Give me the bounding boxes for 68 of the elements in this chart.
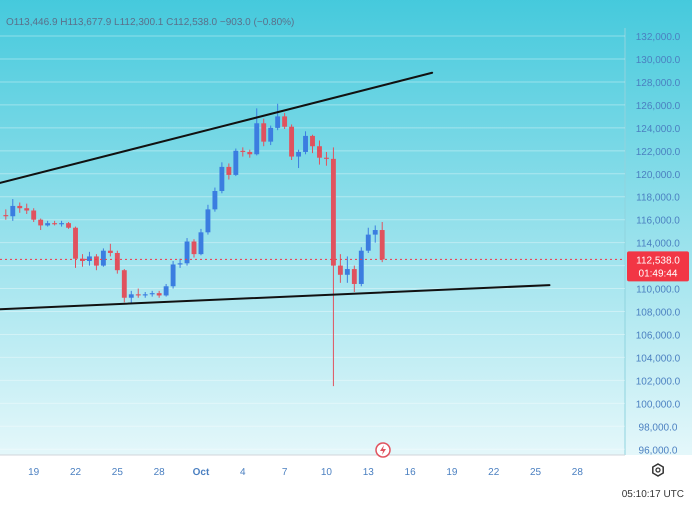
candlestick	[184, 238, 190, 266]
candlestick	[275, 103, 280, 131]
x-tick-label: 28	[154, 467, 166, 478]
candlestick	[212, 187, 218, 212]
text: 05:10:17 UTC	[622, 489, 684, 500]
x-tick-label: 22	[70, 467, 82, 478]
y-tick-label: 114,000.0	[636, 238, 680, 250]
y-tick-label: 118,000.0	[636, 192, 680, 204]
candlestick	[94, 254, 99, 271]
candlestick	[261, 118, 266, 147]
y-tick-label: 110,000.0	[636, 284, 680, 296]
y-tick-label: 116,000.0	[636, 216, 680, 227]
candlestick	[310, 134, 315, 154]
x-tick-label: 22	[488, 467, 500, 478]
y-tick-label: 98,000.0	[638, 422, 678, 434]
candlestick	[226, 162, 232, 180]
text: 01:49:44	[638, 268, 678, 280]
candlestick	[268, 125, 274, 146]
candlestick	[178, 258, 183, 268]
candlestick	[31, 208, 36, 222]
y-tick-label: 102,000.0	[636, 376, 681, 388]
y-tick-label: 126,000.0	[636, 100, 681, 112]
candlestick	[303, 130, 308, 155]
candlestick	[324, 151, 329, 166]
y-tick-label: 96,000.0	[638, 445, 678, 456]
candlestick	[100, 248, 106, 268]
candlestick	[296, 149, 301, 169]
candlestick	[24, 203, 30, 214]
y-tick-label: 132,000.0	[636, 32, 681, 44]
candlestick	[352, 265, 357, 293]
y-tick-label: 120,000.0	[636, 170, 681, 181]
y-tick-label: 122,000.0	[636, 146, 681, 158]
x-tick-label: 19	[446, 467, 458, 478]
candlestick	[372, 224, 378, 244]
candlestick	[282, 112, 288, 130]
candlestick	[87, 251, 92, 266]
x-tick-label: 19	[28, 467, 40, 478]
y-tick-label: 108,000.0	[636, 308, 681, 319]
candlestick	[80, 254, 85, 268]
candlestick	[338, 254, 343, 284]
candlestick	[366, 227, 371, 254]
y-tick-label: 128,000.0	[636, 78, 681, 89]
x-tick-label: 4	[240, 467, 246, 478]
candlestick	[108, 243, 113, 257]
x-tick-label: 25	[530, 467, 542, 478]
candlestick	[317, 140, 322, 166]
candlestick	[170, 260, 176, 290]
x-tick-label: 25	[112, 467, 124, 478]
ref-line-label: 112,538.0	[636, 255, 680, 266]
candlestick	[38, 218, 44, 231]
candlestick	[164, 283, 169, 298]
x-tick-label: 10	[320, 467, 332, 478]
x-tick-label: 16	[404, 467, 416, 478]
y-tick-label: 100,000.0	[636, 399, 681, 410]
y-tick-label: 124,000.0	[636, 124, 681, 135]
x-tick-label: 13	[362, 467, 374, 478]
x-tick-label: Oct	[192, 467, 210, 478]
candlestick	[206, 204, 210, 236]
y-tick-label: 104,000.0	[636, 353, 681, 364]
candlestick	[192, 238, 196, 258]
candlestick	[114, 250, 120, 274]
y-tick-label: 130,000.0	[636, 54, 681, 66]
candlestick	[344, 256, 350, 284]
annotation: O113,446.9 H113,677.9 L112,300.1 C112,538.0 −903.0 (−0.80%)	[6, 17, 294, 28]
x-tick-label: 7	[282, 467, 288, 478]
y-tick-label: 106,000.0	[636, 330, 681, 342]
candlestick	[198, 228, 204, 256]
x-tick-label: 28	[572, 467, 584, 478]
